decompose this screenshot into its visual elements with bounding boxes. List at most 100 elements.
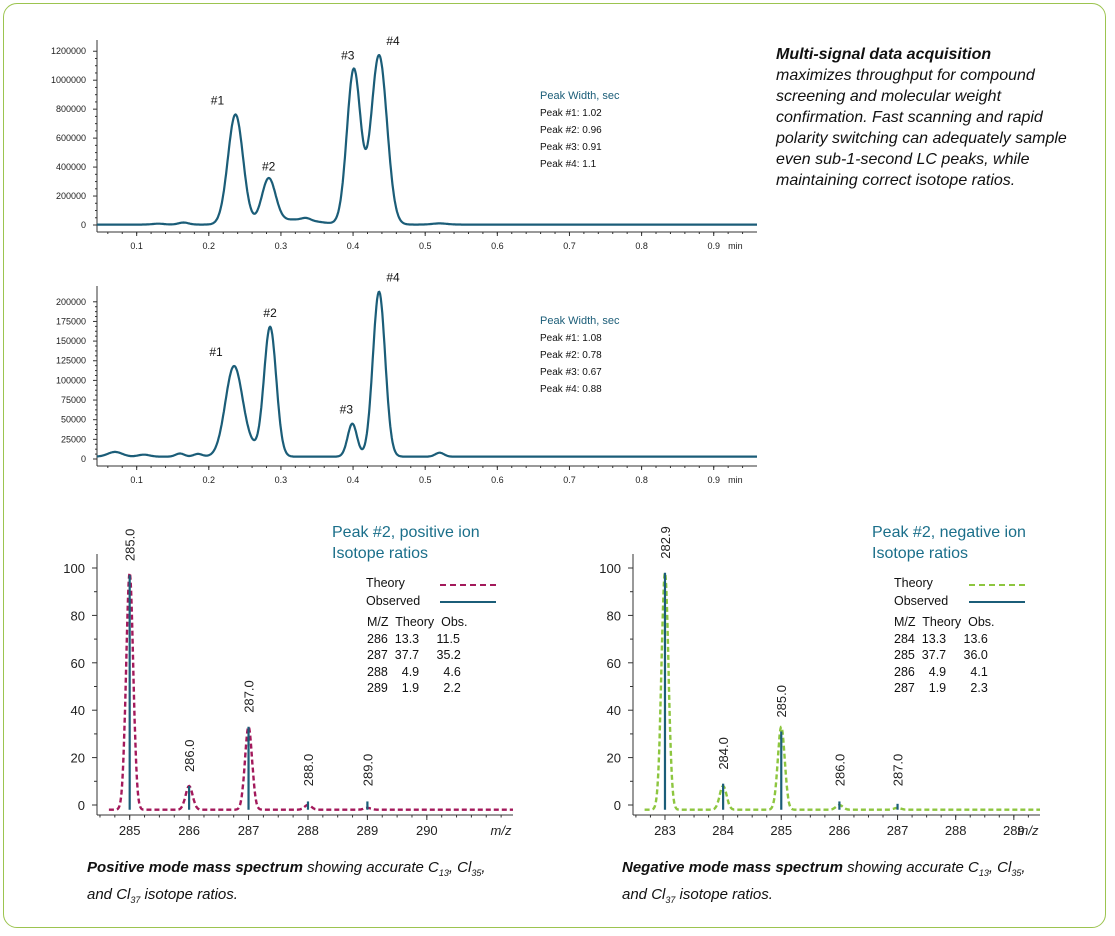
caption-positive-bold: Positive mode mass spectrum bbox=[87, 859, 303, 876]
peak-mz-label: 286.0 bbox=[832, 754, 847, 787]
x-tick-label: 0.8 bbox=[635, 475, 648, 485]
x-tick-label: 288 bbox=[297, 823, 319, 838]
caption-text: isotope ratios. bbox=[675, 886, 773, 903]
y-tick-label: 75000 bbox=[61, 395, 86, 405]
ratio-table-row: 284 13.3 13.6 bbox=[894, 632, 988, 646]
caption-text: showing accurate C bbox=[302, 859, 439, 876]
peak-mz-label: 287.0 bbox=[891, 754, 906, 787]
y-tick-label: 125000 bbox=[56, 356, 86, 366]
x-axis-unit: m/z bbox=[1018, 823, 1039, 838]
caption-sub: 37 bbox=[665, 895, 676, 905]
peak-label: #1 bbox=[209, 345, 223, 359]
y-tick-label: 400000 bbox=[56, 162, 86, 172]
x-tick-label: 0.6 bbox=[491, 475, 504, 485]
peak-label: #4 bbox=[386, 34, 400, 48]
x-tick-label: 0.2 bbox=[203, 241, 216, 251]
x-tick-label: min bbox=[728, 475, 743, 485]
y-tick-label: 600000 bbox=[56, 133, 86, 143]
x-tick-label: 0.9 bbox=[707, 475, 720, 485]
ms-positive-subtitle: Isotope ratios bbox=[332, 545, 429, 562]
peak-label: #4 bbox=[386, 271, 400, 285]
y-tick-label: 0 bbox=[81, 220, 86, 230]
caption-sub: 35 bbox=[471, 868, 482, 878]
peak-width-title-1: Peak Width, sec bbox=[540, 90, 620, 102]
peak-width-row: Peak #4: 1.1 bbox=[540, 159, 597, 170]
peak-mz-label: 285.0 bbox=[774, 685, 789, 718]
caption-text: showing accurate C bbox=[842, 859, 979, 876]
peak-width-title-2: Peak Width, sec bbox=[540, 315, 620, 327]
x-tick-label: 0.4 bbox=[347, 475, 360, 485]
x-tick-label: 286 bbox=[829, 823, 851, 838]
side-description-bold: Multi-signal data acquisition bbox=[776, 46, 992, 63]
legend-theory-label: Theory bbox=[366, 576, 405, 590]
legend-theory-label: Theory bbox=[894, 576, 933, 590]
peak-width-row: Peak #3: 0.91 bbox=[540, 142, 602, 153]
peak-mz-label: 289.0 bbox=[360, 754, 375, 787]
y-tick-label: 150000 bbox=[56, 336, 86, 346]
theory-curve bbox=[644, 572, 1040, 811]
peak-width-row: Peak #1: 1.02 bbox=[540, 108, 602, 119]
legend-observed-label: Observed bbox=[894, 594, 949, 608]
ratio-table-row: 288 4.9 4.6 bbox=[367, 665, 461, 679]
peak-label: #1 bbox=[211, 94, 225, 108]
peak-mz-label: 282.9 bbox=[658, 526, 673, 559]
x-tick-label: 0.8 bbox=[635, 241, 648, 251]
peak-mz-label: 287.0 bbox=[242, 680, 257, 713]
ms-negative-subtitle: Isotope ratios bbox=[872, 545, 969, 562]
y-tick-label: 40 bbox=[71, 703, 85, 718]
peak-mz-label: 286.0 bbox=[182, 739, 197, 772]
peak-mz-label: 285.0 bbox=[123, 529, 138, 562]
y-tick-label: 100 bbox=[63, 561, 85, 576]
x-tick-label: 286 bbox=[178, 823, 200, 838]
x-tick-label: 0.5 bbox=[419, 475, 432, 485]
y-tick-label: 100000 bbox=[56, 375, 86, 385]
x-tick-label: 0.1 bbox=[130, 241, 143, 251]
x-tick-label: 0.2 bbox=[203, 475, 216, 485]
x-tick-label: 0.9 bbox=[707, 241, 720, 251]
x-tick-label: 0.3 bbox=[275, 475, 288, 485]
x-tick-label: 287 bbox=[887, 823, 909, 838]
legend-theory-line bbox=[969, 584, 1025, 586]
x-tick-label: min bbox=[728, 241, 743, 251]
y-tick-label: 80 bbox=[71, 608, 85, 623]
caption-sub: 35 bbox=[1011, 868, 1022, 878]
peak-width-row: Peak #4: 0.88 bbox=[540, 384, 602, 395]
x-tick-label: 0.4 bbox=[347, 241, 360, 251]
ms-negative-title: Peak #2, negative ion bbox=[872, 524, 1026, 541]
y-tick-label: 0 bbox=[81, 454, 86, 464]
y-tick-label: 1000000 bbox=[51, 75, 86, 85]
caption-text: , Cl bbox=[988, 859, 1012, 876]
y-tick-label: 200000 bbox=[56, 297, 86, 307]
x-tick-label: 289 bbox=[1003, 823, 1025, 838]
ratio-table-row: 287 1.9 2.3 bbox=[894, 681, 988, 695]
ms-positive-title: Peak #2, positive ion bbox=[332, 524, 480, 541]
y-tick-label: 800000 bbox=[56, 104, 86, 114]
ratio-table-row: 289 1.9 2.2 bbox=[367, 681, 461, 695]
side-description-body: maximizes throughput for compound screen… bbox=[776, 67, 1067, 189]
x-tick-label: 288 bbox=[945, 823, 967, 838]
y-tick-label: 40 bbox=[607, 703, 621, 718]
y-tick-label: 60 bbox=[71, 656, 85, 671]
peak-width-row: Peak #1: 1.08 bbox=[540, 333, 602, 344]
y-tick-label: 200000 bbox=[56, 191, 86, 201]
x-tick-label: 284 bbox=[712, 823, 734, 838]
y-tick-label: 0 bbox=[78, 798, 85, 813]
caption-text: , and Cl bbox=[87, 859, 486, 903]
caption-positive: Positive mode mass spectrum showing accu… bbox=[87, 857, 497, 911]
caption-text: , and Cl bbox=[622, 859, 1026, 903]
y-tick-label: 0 bbox=[614, 798, 621, 813]
peak-mz-label: 288.0 bbox=[301, 754, 316, 787]
x-tick-label: 285 bbox=[119, 823, 141, 838]
legend-observed-line bbox=[969, 601, 1025, 603]
caption-text: isotope ratios. bbox=[140, 886, 238, 903]
y-tick-label: 20 bbox=[607, 751, 621, 766]
chromatogram-trace bbox=[96, 290, 758, 458]
x-tick-label: 287 bbox=[238, 823, 260, 838]
ratio-table-header: M/Z Theory Obs. bbox=[894, 615, 995, 629]
caption-sub: 13 bbox=[438, 868, 449, 878]
peak-label: #3 bbox=[340, 403, 354, 417]
x-tick-label: 0.3 bbox=[275, 241, 288, 251]
